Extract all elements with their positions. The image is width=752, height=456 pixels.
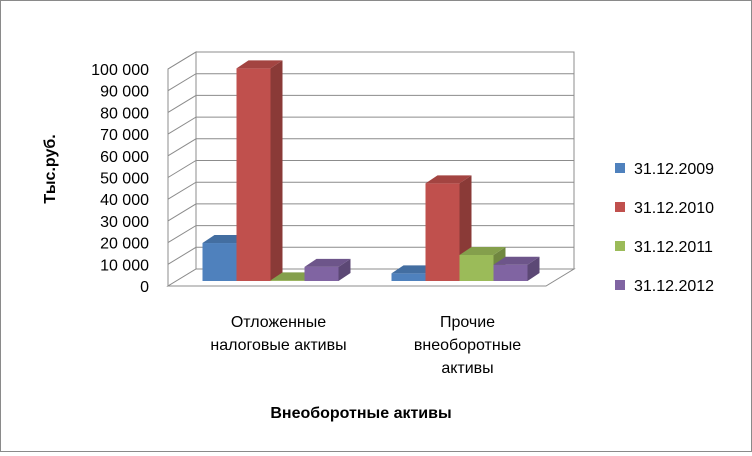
bars [202, 60, 540, 282]
legend-swatch [615, 202, 625, 212]
bar-1-0 [236, 68, 271, 281]
gridline [167, 94, 574, 113]
y-tick-label: 40 000 [100, 192, 149, 209]
x-axis-title: Внеоборотные активы [270, 405, 451, 422]
bar-side-3-0 [338, 258, 351, 281]
bar-side-1-0 [270, 60, 283, 282]
y-tick-label: 80 000 [100, 105, 149, 122]
legend-label: 31.12.2011 [634, 239, 713, 256]
y-tick-label: 0 [140, 279, 149, 296]
category-label: Прочие внеоборотные активы [414, 314, 521, 377]
gridline [167, 73, 574, 92]
y-tick-label: 60 000 [100, 149, 149, 166]
bar-top-1-1 [425, 175, 472, 184]
y-axis-title: Тыс.руб. [42, 134, 59, 203]
y-tick-label: 20 000 [100, 236, 149, 253]
gridline [167, 160, 574, 178]
bar-2-1 [459, 254, 494, 281]
category-label: Отложенные налоговые активы [210, 314, 346, 354]
legend-label: 31.12.2009 [634, 161, 714, 178]
y-tick-labels: 0 10 000 20 000 30 000 40 000 50 000 60 000 70 … [91, 62, 149, 296]
gridline [167, 51, 574, 70]
y-tick-label: 30 000 [100, 214, 149, 231]
gridline [167, 138, 574, 157]
bar-top-1-0 [236, 60, 283, 69]
legend-label: 31.12.2010 [634, 200, 714, 217]
gridline [167, 116, 574, 135]
y-tick-label: 70 000 [100, 127, 149, 144]
bar-side-3-1 [527, 256, 540, 281]
legend: 31.12.2009 31.12.2010 31.12.2011 31.12.2012 [615, 161, 714, 295]
legend-swatch [615, 163, 625, 173]
bar-top-3-0 [304, 258, 351, 267]
legend-label: 31.12.2012 [634, 278, 714, 295]
legend-swatch [615, 241, 625, 251]
bar-top-2-1 [459, 246, 506, 255]
bar-3-1 [493, 264, 528, 281]
y-tick-label: 50 000 [100, 171, 149, 188]
bar-top-3-1 [493, 256, 540, 265]
y-tick-label: 10 000 [100, 257, 149, 274]
bar-2-0 [270, 280, 305, 281]
gridlines [167, 51, 574, 265]
bar-0-0 [202, 243, 237, 281]
y-tick-label: 90 000 [100, 84, 149, 101]
bar-1-1 [425, 183, 460, 281]
category-labels: Отложенные налоговые активы Прочие внеоборо… [210, 314, 521, 377]
y-tick-label: 100 000 [91, 62, 149, 79]
bar-3-0 [304, 266, 339, 281]
legend-swatch [615, 280, 625, 290]
bar-0-1 [391, 273, 426, 281]
